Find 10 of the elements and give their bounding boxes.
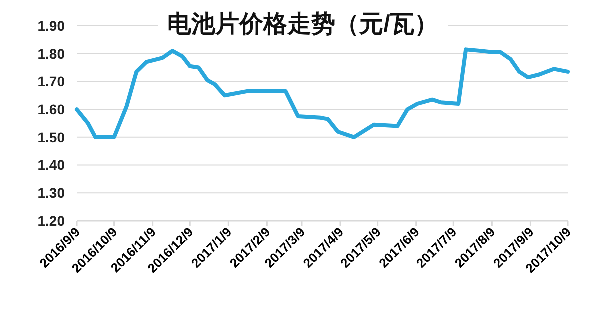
y-tick-label: 1.30 — [38, 185, 66, 202]
y-tick-label: 1.40 — [38, 157, 66, 174]
y-tick-label: 1.20 — [38, 212, 66, 229]
chart-title: 电池片价格走势（元/瓦） — [168, 11, 438, 38]
y-tick-label: 1.50 — [38, 129, 66, 146]
y-tick-label: 1.60 — [38, 101, 66, 118]
line-series — [75, 48, 570, 140]
y-tick-label: 1.90 — [38, 18, 66, 34]
y-tick-label: 1.70 — [38, 74, 66, 90]
y-tick-label: 1.80 — [38, 46, 66, 62]
